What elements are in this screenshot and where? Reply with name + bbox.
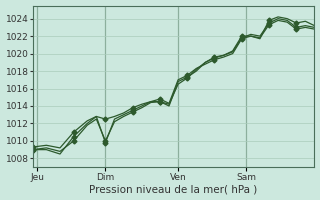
X-axis label: Pression niveau de la mer( hPa ): Pression niveau de la mer( hPa ) — [90, 184, 258, 194]
